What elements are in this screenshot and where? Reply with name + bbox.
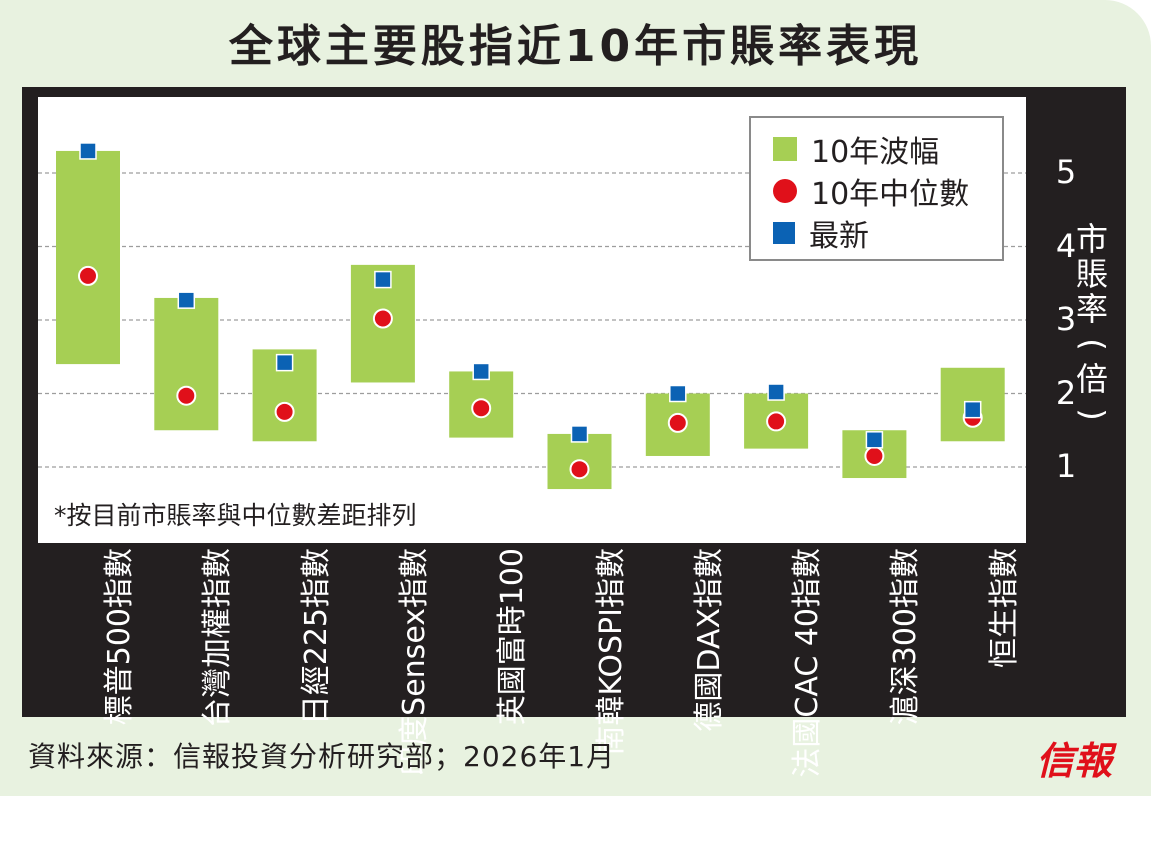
- latest-marker: [177, 291, 196, 309]
- y-label-char: 賬: [1075, 255, 1108, 293]
- median-dot: [372, 308, 393, 329]
- y-axis-label: 市賬率 ( 倍): [1064, 222, 1120, 432]
- legend-latest-square: [773, 222, 795, 244]
- x-category-label: 標普500指數: [102, 548, 137, 726]
- x-category-label: 日經225指數: [298, 548, 334, 726]
- y-tick-label: 1: [1055, 447, 1077, 485]
- latest-marker: [472, 362, 490, 381]
- x-category-label: 印度Sensex指數: [396, 548, 432, 776]
- plot-area: [38, 97, 1026, 543]
- latest-marker: [570, 425, 589, 443]
- x-category-label: 德國DAX指數: [691, 548, 727, 732]
- y-tick-label: 3: [1055, 300, 1077, 338]
- y-label-char: (: [1073, 338, 1112, 351]
- x-category-label: 法國CAC 40指數: [790, 548, 826, 778]
- legend-range-label: 10年波幅: [811, 135, 940, 170]
- y-label-char: 倍: [1075, 360, 1108, 398]
- y-tick-label: 4: [1055, 226, 1077, 265]
- source-note: 資料來源：信報投資分析研究部；2026年1月: [28, 740, 616, 773]
- legend-item-range: 10年波幅: [773, 130, 940, 170]
- y-tick-label: 2: [1055, 373, 1077, 412]
- latest-marker: [767, 383, 785, 401]
- legend-item-latest: 最新: [773, 214, 869, 254]
- median-dot: [864, 445, 885, 466]
- x-category-label: 南韓KOSPI指數: [593, 548, 629, 756]
- chart-svg: [38, 142, 1026, 490]
- chart-title: 全球主要股指近10年市賬率表現: [228, 21, 923, 72]
- x-category-label: 恒生指數: [986, 548, 1022, 668]
- latest-marker: [669, 384, 687, 403]
- sort-note: *按目前市賬率與中位數差距排列: [54, 501, 417, 530]
- y-label-char: 市: [1075, 220, 1108, 258]
- median-dot: [176, 385, 197, 406]
- range-bar: [154, 297, 219, 431]
- latest-marker: [865, 431, 884, 449]
- range-bar: [56, 150, 120, 365]
- legend-median-label: 10年中位數: [811, 177, 970, 212]
- legend-median-dot: [773, 179, 797, 203]
- x-category-label: 台灣加權指數: [200, 548, 236, 728]
- latest-marker: [79, 142, 97, 160]
- legend-item-median: 10年中位數: [773, 172, 970, 212]
- y-label-char: 率: [1075, 290, 1108, 328]
- median-dot: [667, 412, 688, 433]
- publisher-logo: 信報: [1036, 738, 1113, 783]
- median-dot: [78, 265, 98, 286]
- median-dot: [274, 401, 295, 422]
- x-category-label: 英國富時100: [495, 548, 531, 726]
- legend-latest-label: 最新: [809, 219, 869, 254]
- median-dot: [766, 411, 787, 432]
- y-label-char: ): [1073, 408, 1112, 421]
- legend: 10年波幅 10年中位數 最新: [749, 116, 1004, 261]
- latest-marker: [374, 270, 392, 289]
- latest-marker: [963, 400, 982, 419]
- latest-marker: [275, 353, 294, 372]
- median-dot: [471, 398, 492, 419]
- legend-range-swatch: [773, 137, 797, 161]
- x-category-label: 滬深300指數: [888, 548, 924, 726]
- y-tick-label: 5: [1055, 153, 1077, 191]
- median-dot: [569, 459, 590, 480]
